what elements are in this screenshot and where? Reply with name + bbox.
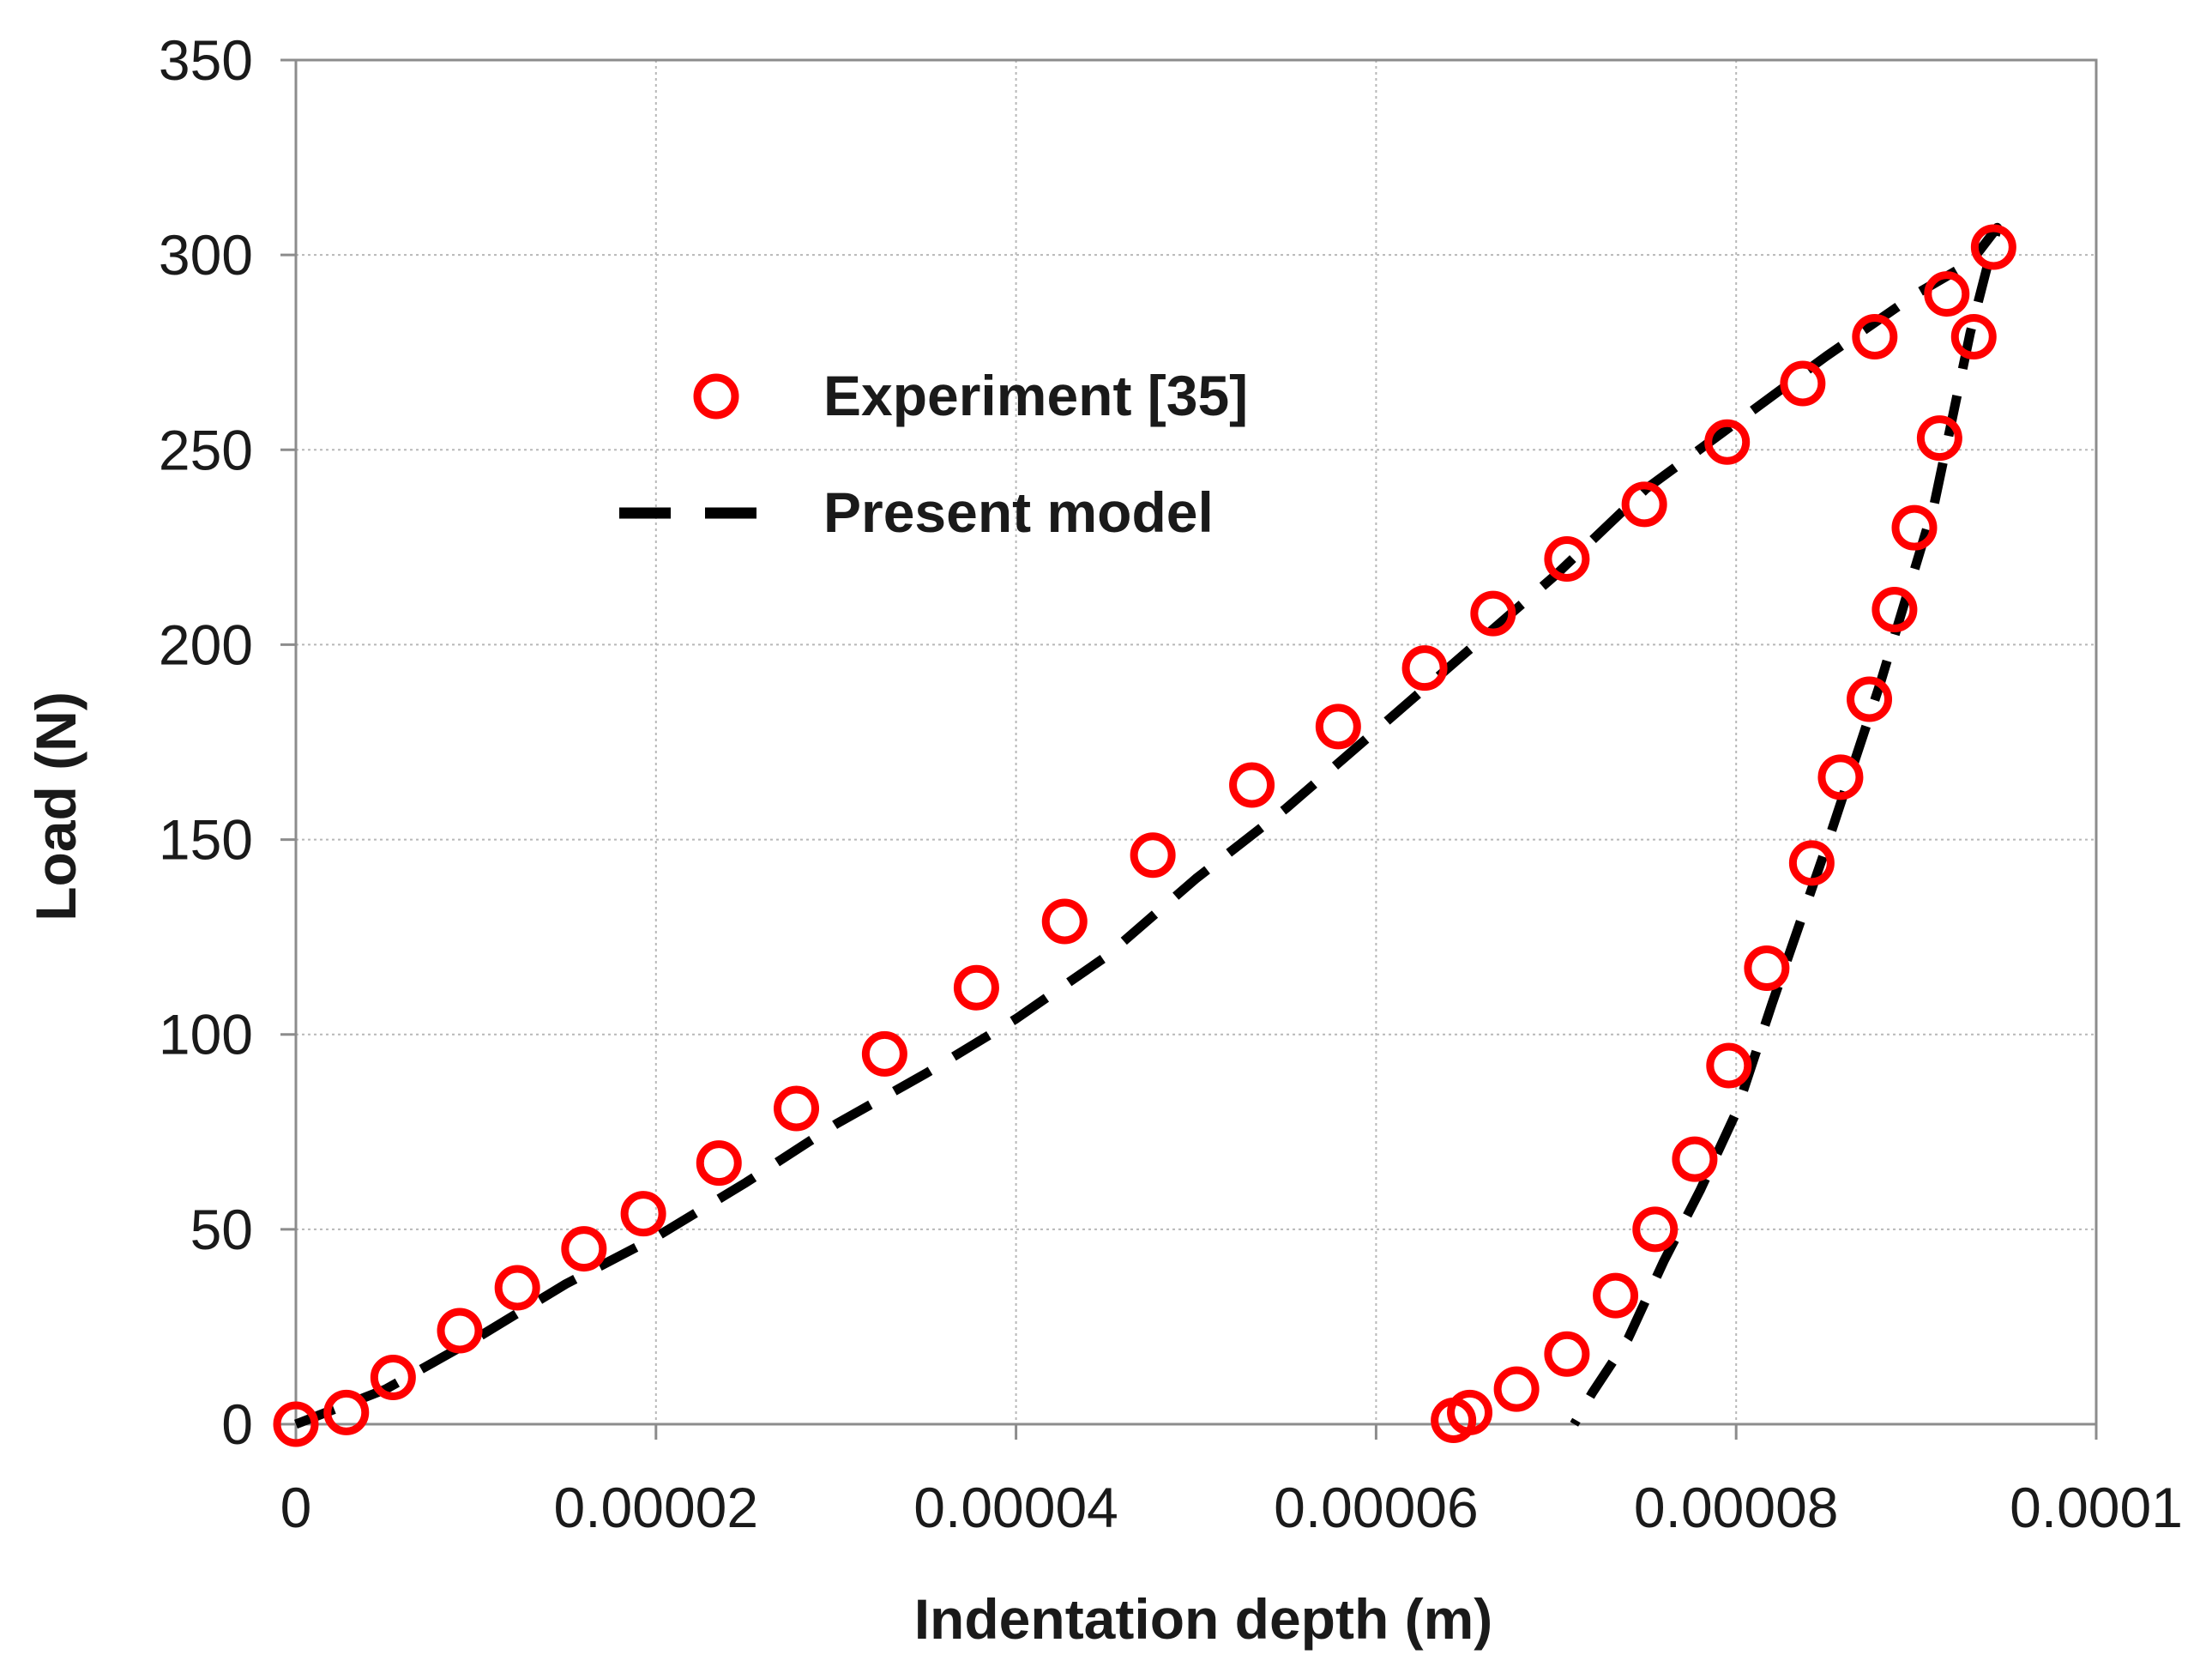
x-axis-title: Indentation depth (m) bbox=[914, 1587, 1493, 1651]
experiment-point bbox=[1924, 271, 1970, 317]
experiment-point bbox=[561, 1226, 607, 1272]
experiment-point bbox=[1847, 676, 1893, 722]
experiment-point bbox=[437, 1308, 483, 1354]
experiment-point bbox=[1593, 1272, 1639, 1319]
x-tick-label: 0 bbox=[280, 1476, 312, 1539]
experiment-point bbox=[1950, 314, 1997, 360]
experiment-point bbox=[1315, 704, 1361, 750]
experiment-point bbox=[494, 1265, 540, 1311]
y-tick-label: 350 bbox=[159, 28, 253, 92]
experiment-point bbox=[1621, 481, 1667, 528]
experiment-point bbox=[1780, 360, 1826, 407]
y-tick-label: 200 bbox=[159, 613, 253, 676]
experiment-point bbox=[620, 1191, 666, 1237]
experiment-point bbox=[1704, 419, 1751, 465]
experiment-point bbox=[1470, 590, 1516, 637]
y-axis-title: Load (N) bbox=[24, 692, 87, 921]
grid bbox=[296, 60, 2096, 1424]
experiment-point bbox=[696, 1140, 742, 1187]
legend: Experiment [35] Present model bbox=[619, 364, 1248, 544]
experiment-point bbox=[774, 1085, 820, 1132]
experiment-point bbox=[953, 964, 999, 1011]
y-tick-label: 250 bbox=[159, 418, 253, 481]
experiment-point bbox=[1852, 314, 1898, 360]
experiment-point bbox=[1744, 945, 1790, 991]
experiment-point bbox=[1229, 762, 1275, 808]
experiment-point bbox=[1817, 754, 1864, 800]
experiment-point bbox=[1632, 1206, 1679, 1253]
experiment-point bbox=[1916, 415, 1962, 462]
experiment-point bbox=[1041, 898, 1088, 945]
experiment-point bbox=[273, 1401, 319, 1447]
experiment-point bbox=[1130, 832, 1176, 879]
legend-experiment-marker bbox=[693, 373, 739, 420]
legend-experiment-label: Experiment [35] bbox=[823, 364, 1248, 427]
experiment-point bbox=[370, 1354, 416, 1400]
experiment-point bbox=[1493, 1366, 1540, 1412]
x-tick-label: 0.0001 bbox=[2010, 1476, 2183, 1539]
y-tick-label: 0 bbox=[221, 1392, 253, 1456]
x-tick-label: 0.00004 bbox=[913, 1476, 1118, 1539]
plot-frame bbox=[294, 58, 2098, 1426]
x-tick-label: 0.00002 bbox=[554, 1476, 759, 1539]
experiment-point bbox=[323, 1389, 370, 1435]
experiment-point bbox=[1970, 224, 2016, 270]
y-tick-label: 50 bbox=[190, 1198, 253, 1261]
y-axis: 0 50 100 150 200 250 300 350 bbox=[159, 28, 296, 1456]
experiment-point bbox=[1788, 840, 1835, 886]
experiment-point bbox=[1544, 1331, 1590, 1377]
experiment-point bbox=[1401, 645, 1448, 692]
experiment-point bbox=[1891, 504, 1938, 551]
y-tick-label: 300 bbox=[159, 223, 253, 287]
experiment-point bbox=[1672, 1136, 1718, 1182]
legend-model-label: Present model bbox=[823, 480, 1214, 544]
y-tick-label: 150 bbox=[159, 808, 253, 872]
y-tick-label: 100 bbox=[159, 1003, 253, 1066]
experiment-point bbox=[1706, 1042, 1752, 1089]
x-tick-label: 0.00006 bbox=[1274, 1476, 1479, 1539]
experiment-point bbox=[861, 1030, 907, 1077]
experiment-point bbox=[1431, 1397, 1477, 1443]
x-axis: 0 0.00002 0.00004 0.00006 0.00008 0.0001 bbox=[280, 1424, 2183, 1539]
experiment-point bbox=[1871, 587, 1918, 633]
x-tick-label: 0.00008 bbox=[1634, 1476, 1839, 1539]
series bbox=[273, 222, 2016, 1447]
experiment-point bbox=[1544, 535, 1590, 582]
